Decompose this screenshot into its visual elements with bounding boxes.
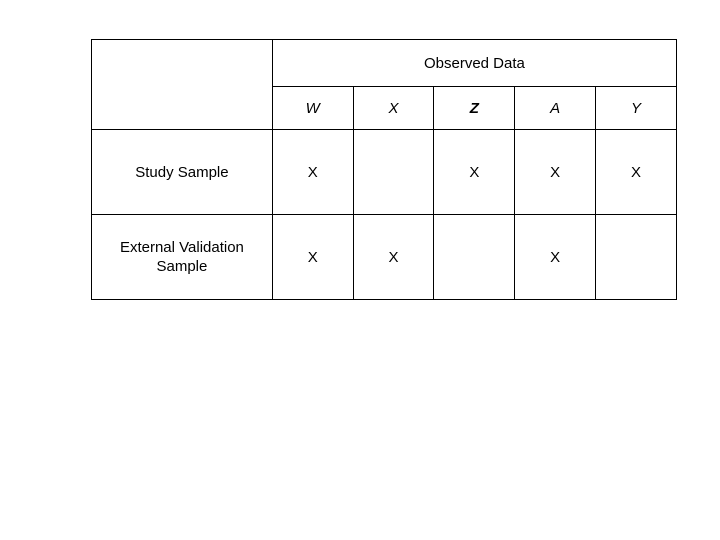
header-row-group: Observed Data <box>91 39 678 130</box>
variable-header-a: A <box>514 86 597 130</box>
table-row-study-sample: Study Sample X X X X <box>91 129 677 215</box>
table-cell: X <box>595 129 677 215</box>
header-row-variables: W X Z A Y <box>92 86 677 130</box>
table-row-external-validation-sample: External Validation Sample X X X <box>91 214 677 300</box>
table-cell: X <box>352 214 435 300</box>
table-cell: X <box>514 214 597 300</box>
table-cell <box>433 214 516 300</box>
table-cell: X <box>433 129 516 215</box>
table-cell: X <box>271 214 354 300</box>
table-cell <box>595 214 677 300</box>
table-cell: X <box>514 129 597 215</box>
row-label-external-validation-sample: External Validation Sample <box>91 214 273 300</box>
table-cell <box>352 129 435 215</box>
corner-cell <box>91 39 273 130</box>
variable-header-w: W <box>271 86 354 130</box>
observed-data-table: Observed Data W X Z A Y Study Sample X X… <box>91 39 678 300</box>
variable-header-z: Z <box>433 86 516 130</box>
table-cell: X <box>271 129 354 215</box>
variable-header-x: X <box>352 86 435 130</box>
variable-header-y: Y <box>595 86 677 130</box>
observed-data-header: Observed Data <box>271 39 678 87</box>
row-label-study-sample: Study Sample <box>91 129 273 215</box>
